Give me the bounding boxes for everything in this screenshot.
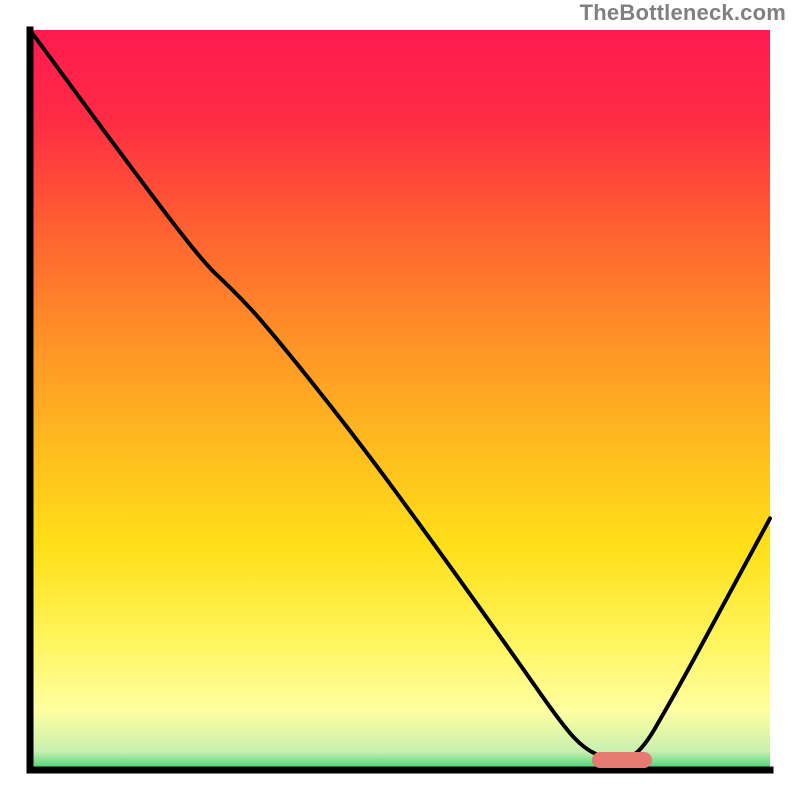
chart-container: TheBottleneck.com — [0, 0, 800, 800]
bottleneck-chart — [0, 0, 800, 800]
chart-background — [30, 30, 770, 770]
watermark-text: TheBottleneck.com — [580, 0, 786, 26]
optimal-marker — [592, 752, 652, 768]
